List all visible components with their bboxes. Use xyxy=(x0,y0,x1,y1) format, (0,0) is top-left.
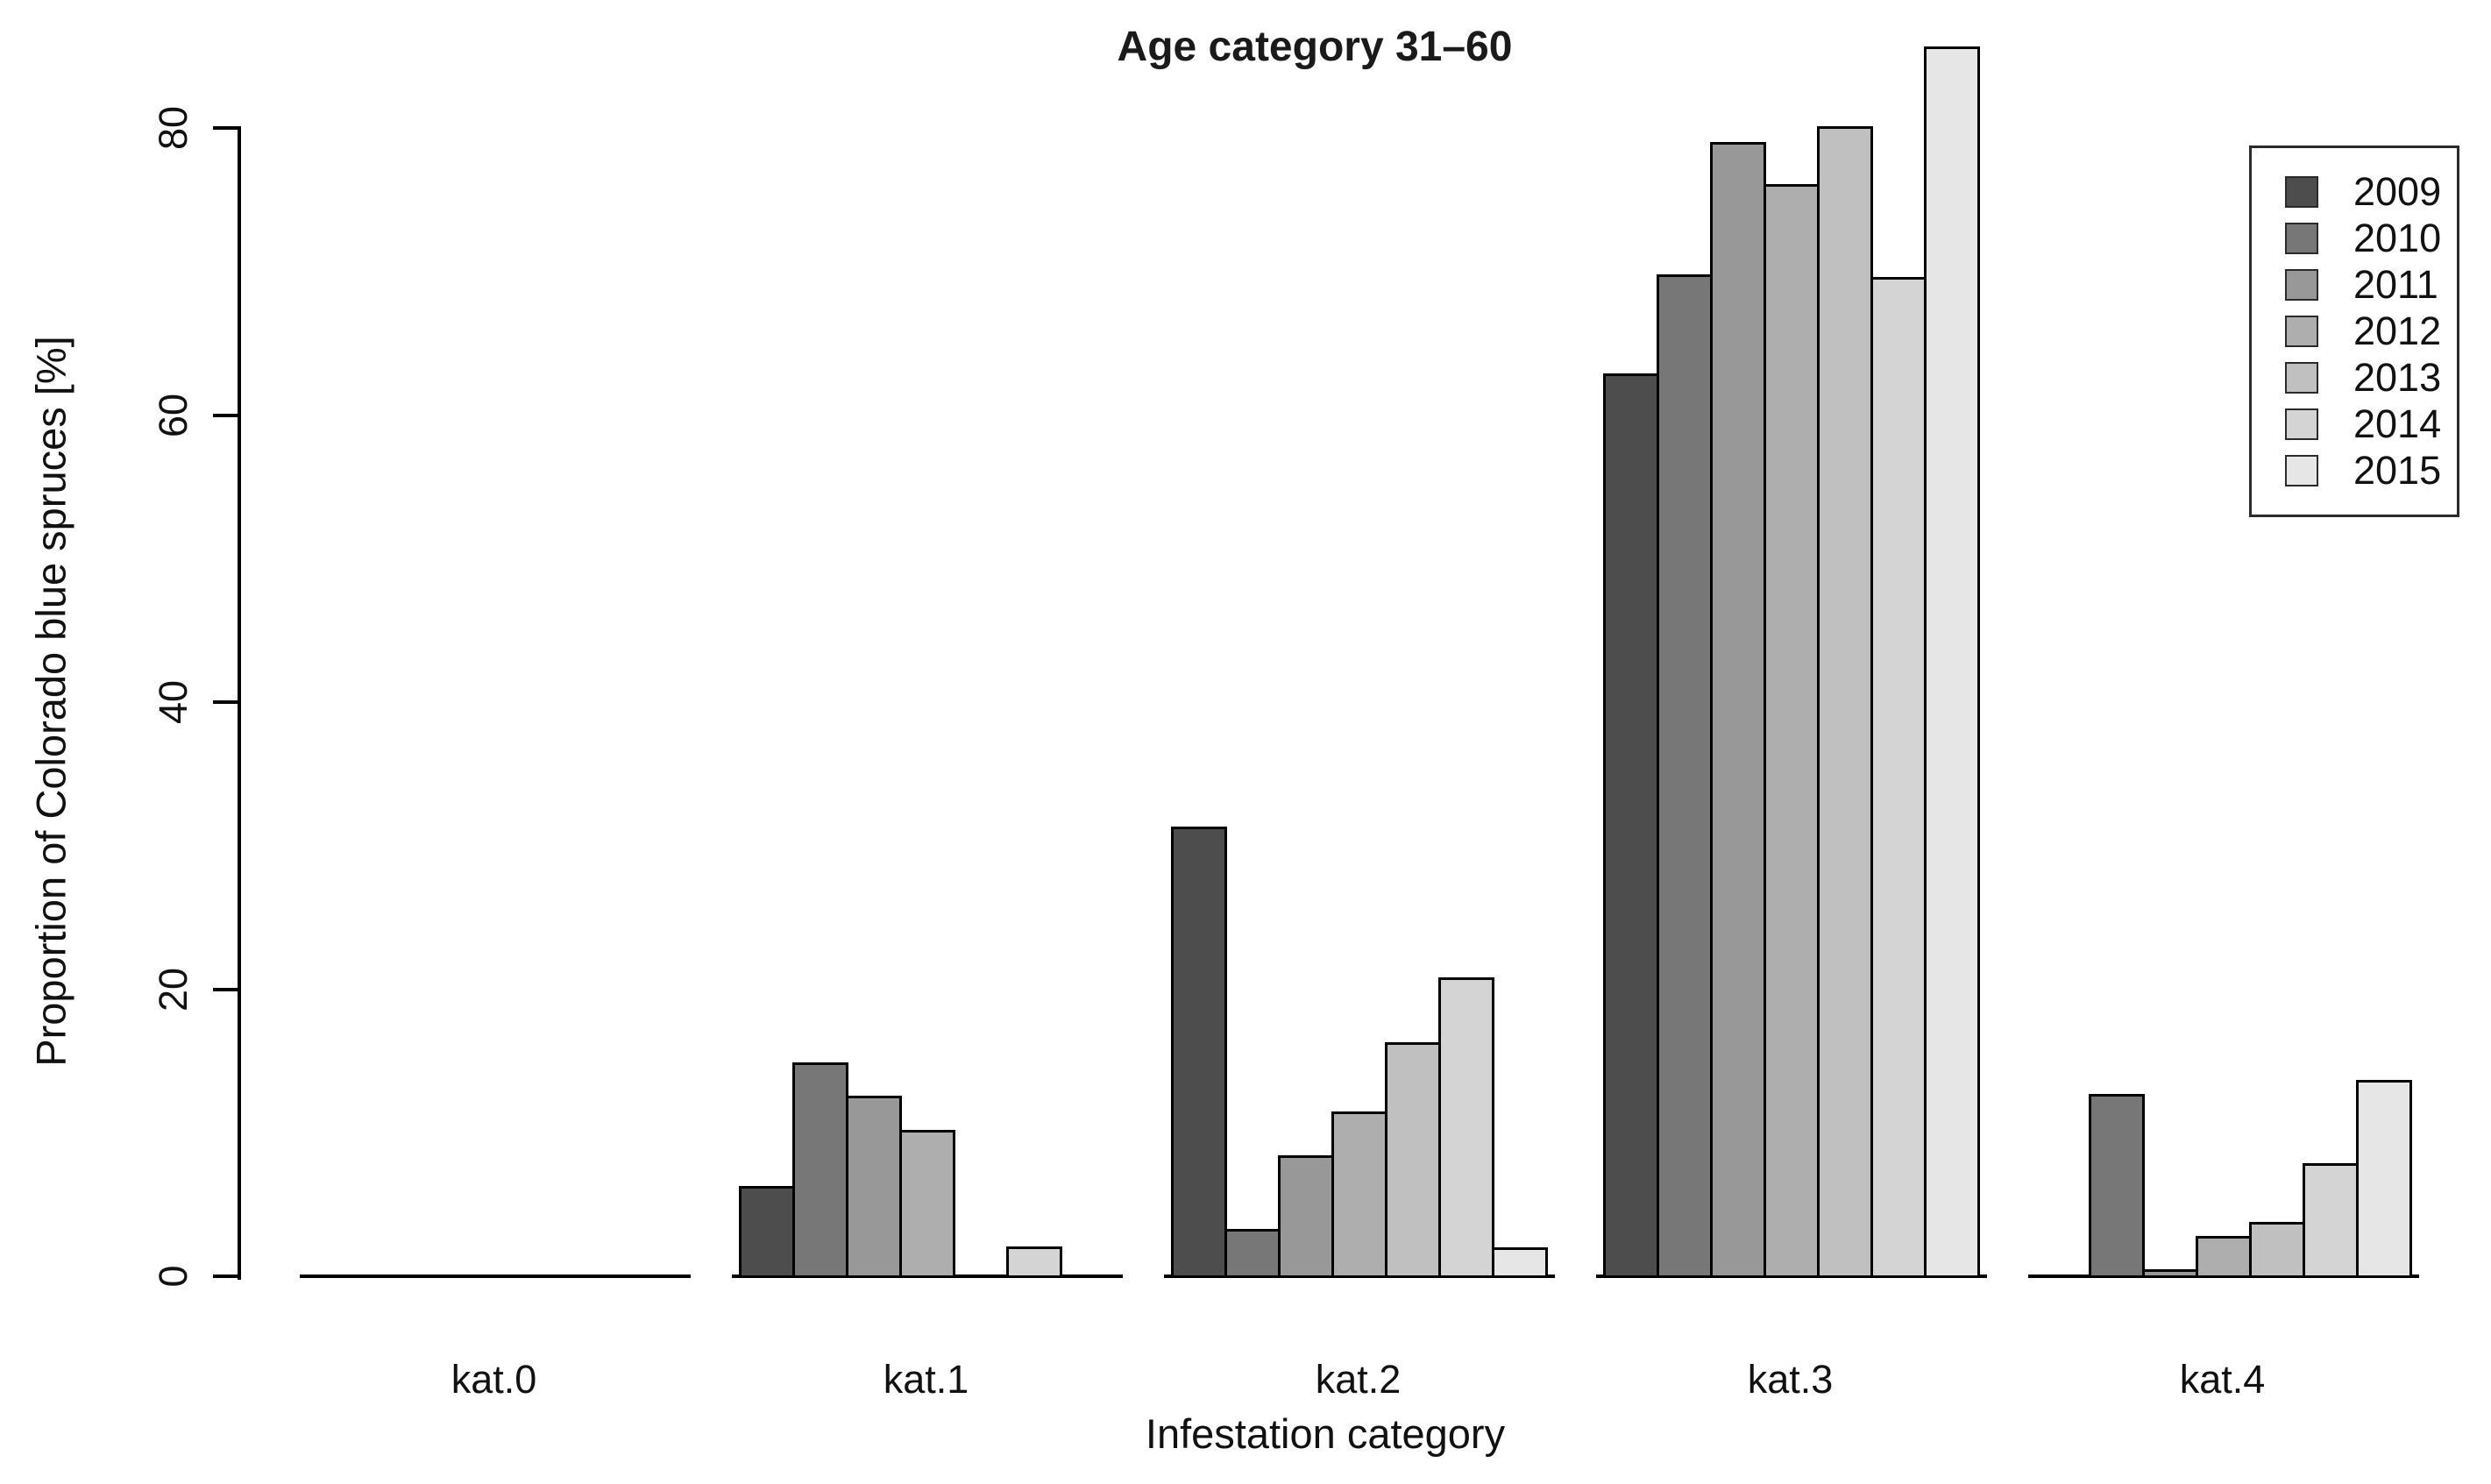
legend-label: 2014 xyxy=(2353,401,2442,446)
category-label: kat.3 xyxy=(1747,1357,1834,1402)
category-label: kat.2 xyxy=(1315,1357,1402,1402)
bar-2013-kat.3 xyxy=(1817,126,1873,1278)
y-tick-label: 0 xyxy=(151,1265,195,1288)
legend-swatch-2014 xyxy=(2285,408,2318,440)
bar-2011-kat.1 xyxy=(846,1096,902,1278)
y-tick-label: 40 xyxy=(151,679,195,725)
legend-item-2009: 2009 xyxy=(2285,169,2457,216)
legend-box: 2009 2010 2011 2012 2013 2014 2015 xyxy=(2249,146,2459,517)
bar-2015-kat.2 xyxy=(1492,1247,1548,1278)
category-label: kat.4 xyxy=(2179,1357,2266,1402)
bar-2011-kat.2 xyxy=(1278,1155,1334,1278)
bar-2013-kat.2 xyxy=(1385,1042,1441,1278)
category-label: kat.1 xyxy=(883,1357,969,1402)
y-axis-tick xyxy=(213,126,239,130)
bar-2009-kat.1 xyxy=(739,1186,795,1278)
bar-2012-kat.3 xyxy=(1764,184,1820,1278)
legend-swatch-2010 xyxy=(2285,223,2318,254)
bar-2010-kat.3 xyxy=(1657,274,1713,1278)
y-axis-tick xyxy=(213,700,239,704)
chart-title: Age category 31–60 xyxy=(1117,24,1513,70)
bar-2009-kat.2 xyxy=(1171,827,1227,1278)
legend-label: 2012 xyxy=(2353,309,2442,353)
bar-2010-kat.2 xyxy=(1224,1229,1281,1278)
bar-2009-kat.3 xyxy=(1603,373,1659,1278)
bar-2013-kat.4 xyxy=(2249,1222,2305,1278)
legend-item-2013: 2013 xyxy=(2285,355,2457,401)
legend-item-2012: 2012 xyxy=(2285,309,2457,355)
legend-item-2011: 2011 xyxy=(2285,262,2457,309)
bar-2010-kat.4 xyxy=(2089,1094,2145,1278)
bar-2011-kat.4 xyxy=(2142,1269,2198,1278)
y-axis-line xyxy=(238,126,241,1280)
x-axis-baseline-segment xyxy=(300,1275,691,1278)
bar-2015-kat.4 xyxy=(2356,1080,2412,1278)
bar-2014-kat.4 xyxy=(2303,1163,2359,1278)
legend-item-2015: 2015 xyxy=(2285,448,2457,494)
bar-2014-kat.3 xyxy=(1870,277,1927,1278)
bar-2014-kat.2 xyxy=(1438,977,1494,1278)
legend-swatch-2015 xyxy=(2285,455,2318,486)
y-axis-tick xyxy=(213,987,239,991)
legend-item-2014: 2014 xyxy=(2285,401,2457,448)
bar-2014-kat.1 xyxy=(1006,1246,1062,1278)
y-axis-tick xyxy=(213,1275,239,1278)
bar-2010-kat.1 xyxy=(792,1062,848,1278)
legend-swatch-2011 xyxy=(2285,269,2318,301)
y-tick-label: 80 xyxy=(151,105,195,151)
bar-2012-kat.2 xyxy=(1331,1111,1387,1278)
legend-swatch-2012 xyxy=(2285,316,2318,347)
bar-2015-kat.3 xyxy=(1924,46,1980,1278)
y-tick-label: 60 xyxy=(151,393,195,437)
bar-2012-kat.4 xyxy=(2196,1236,2252,1278)
y-axis-tick xyxy=(213,413,239,417)
legend-label: 2009 xyxy=(2353,169,2442,214)
legend-swatch-2009 xyxy=(2285,176,2318,208)
x-axis-label: Infestation category xyxy=(1145,1410,1506,1457)
bar-2011-kat.3 xyxy=(1710,142,1766,1278)
category-label: kat.0 xyxy=(451,1357,537,1402)
legend-item-2010: 2010 xyxy=(2285,216,2457,262)
legend-label: 2010 xyxy=(2353,216,2442,260)
legend-label: 2011 xyxy=(2353,262,2438,307)
bar-2012-kat.1 xyxy=(899,1130,955,1278)
legend-label: 2013 xyxy=(2353,355,2442,400)
legend-label: 2015 xyxy=(2353,448,2442,493)
legend-swatch-2013 xyxy=(2285,362,2318,394)
y-tick-label: 20 xyxy=(151,967,195,1012)
